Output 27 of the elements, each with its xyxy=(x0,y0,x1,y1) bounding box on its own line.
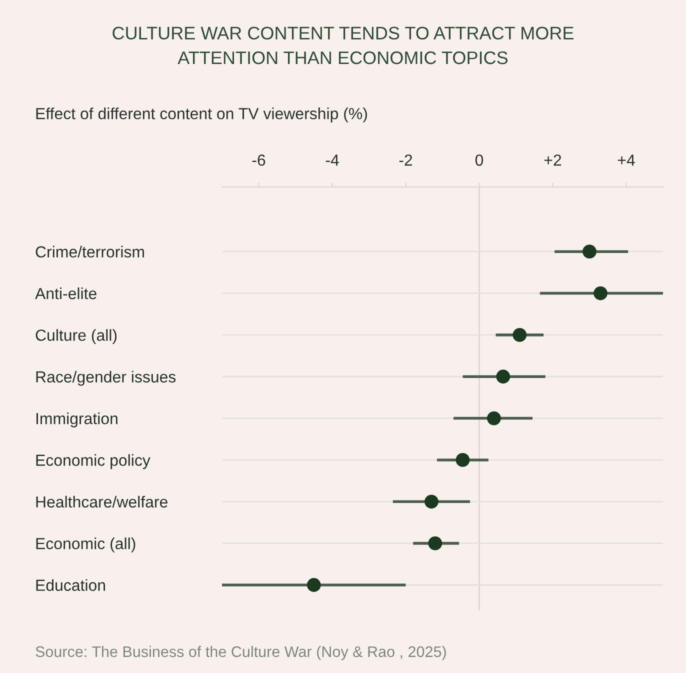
point xyxy=(594,286,608,300)
chart-title: CULTURE WAR CONTENT TENDS TO ATTRACT MORE ATTENTION THAN ECONOMIC TOPICS xyxy=(112,26,574,64)
x-tick-label: -6 xyxy=(252,154,266,166)
y-tick-label: Healthcare/welfare xyxy=(36,496,168,508)
y-tick-label: Anti-elite xyxy=(35,287,96,300)
point xyxy=(424,494,438,509)
point xyxy=(582,244,596,259)
point xyxy=(496,370,510,384)
y-tick-label: Culture (all) xyxy=(36,329,117,344)
x-tick-label: +4 xyxy=(618,154,635,166)
point xyxy=(306,578,321,592)
x-tick-label: 0 xyxy=(475,154,484,166)
y-tick-label: Immigration xyxy=(36,412,118,428)
point xyxy=(487,411,501,426)
y-tick-label: Education xyxy=(36,579,106,591)
x-tick-label: -4 xyxy=(326,154,339,166)
y-tick-label: Economic policy xyxy=(36,454,150,470)
source-note: Source: The Business of the Culture War (Noy & Rao , 2025) xyxy=(36,646,446,660)
point xyxy=(512,328,527,342)
y-tick-label: Economic (all) xyxy=(36,538,136,552)
x-tick-label: -2 xyxy=(399,154,412,166)
point xyxy=(456,453,470,467)
y-tick-label: Crime/terrorism xyxy=(36,246,144,258)
x-tick-label: +2 xyxy=(544,154,562,166)
y-tick-label: Race/gender issues xyxy=(36,370,176,386)
chart-subtitle: Effect of different content on TV viewership (%) xyxy=(36,108,367,122)
point xyxy=(428,536,442,550)
